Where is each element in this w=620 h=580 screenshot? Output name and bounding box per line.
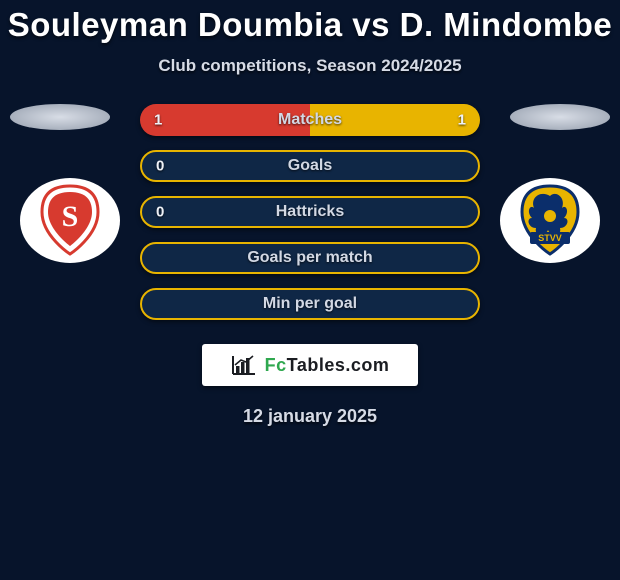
brand-text: FcTables.com xyxy=(265,355,390,376)
date-text: 12 january 2025 xyxy=(0,406,620,427)
stat-row: Goals per match xyxy=(140,242,480,274)
stats-list: Matches 1 1 Goals 0 Hattricks 0 Goals per match… xyxy=(140,104,480,320)
comparison-area: S STVV Matches 1 1 Goals 0 Hattricks 0 Goals pe… xyxy=(0,104,620,427)
stat-label: Matches xyxy=(278,111,342,129)
player-photo-placeholder-left xyxy=(10,104,110,130)
stat-label: Hattricks xyxy=(276,203,344,221)
brand-badge: FcTables.com xyxy=(202,344,418,386)
stat-row: Goals 0 xyxy=(140,150,480,182)
club-crest-right: STVV xyxy=(500,178,600,263)
stat-row: Hattricks 0 xyxy=(140,196,480,228)
stat-value-right: 1 xyxy=(458,112,466,129)
club-crest-left: S xyxy=(20,178,120,263)
stat-row: Matches 1 1 xyxy=(140,104,480,136)
page-subtitle: Club competitions, Season 2024/2025 xyxy=(0,56,620,76)
stat-value-left: 1 xyxy=(154,112,162,129)
stat-value-left: 0 xyxy=(156,204,164,221)
chart-icon xyxy=(231,354,257,376)
player-photo-placeholder-right xyxy=(510,104,610,130)
svg-text:S: S xyxy=(62,200,79,233)
stat-label: Goals xyxy=(288,157,332,175)
stat-value-left: 0 xyxy=(156,158,164,175)
svg-text:STVV: STVV xyxy=(538,233,562,243)
stat-label: Min per goal xyxy=(263,295,357,313)
page-title: Souleyman Doumbia vs D. Mindombe xyxy=(0,0,620,44)
stat-label: Goals per match xyxy=(247,249,372,267)
stat-row: Min per goal xyxy=(140,288,480,320)
